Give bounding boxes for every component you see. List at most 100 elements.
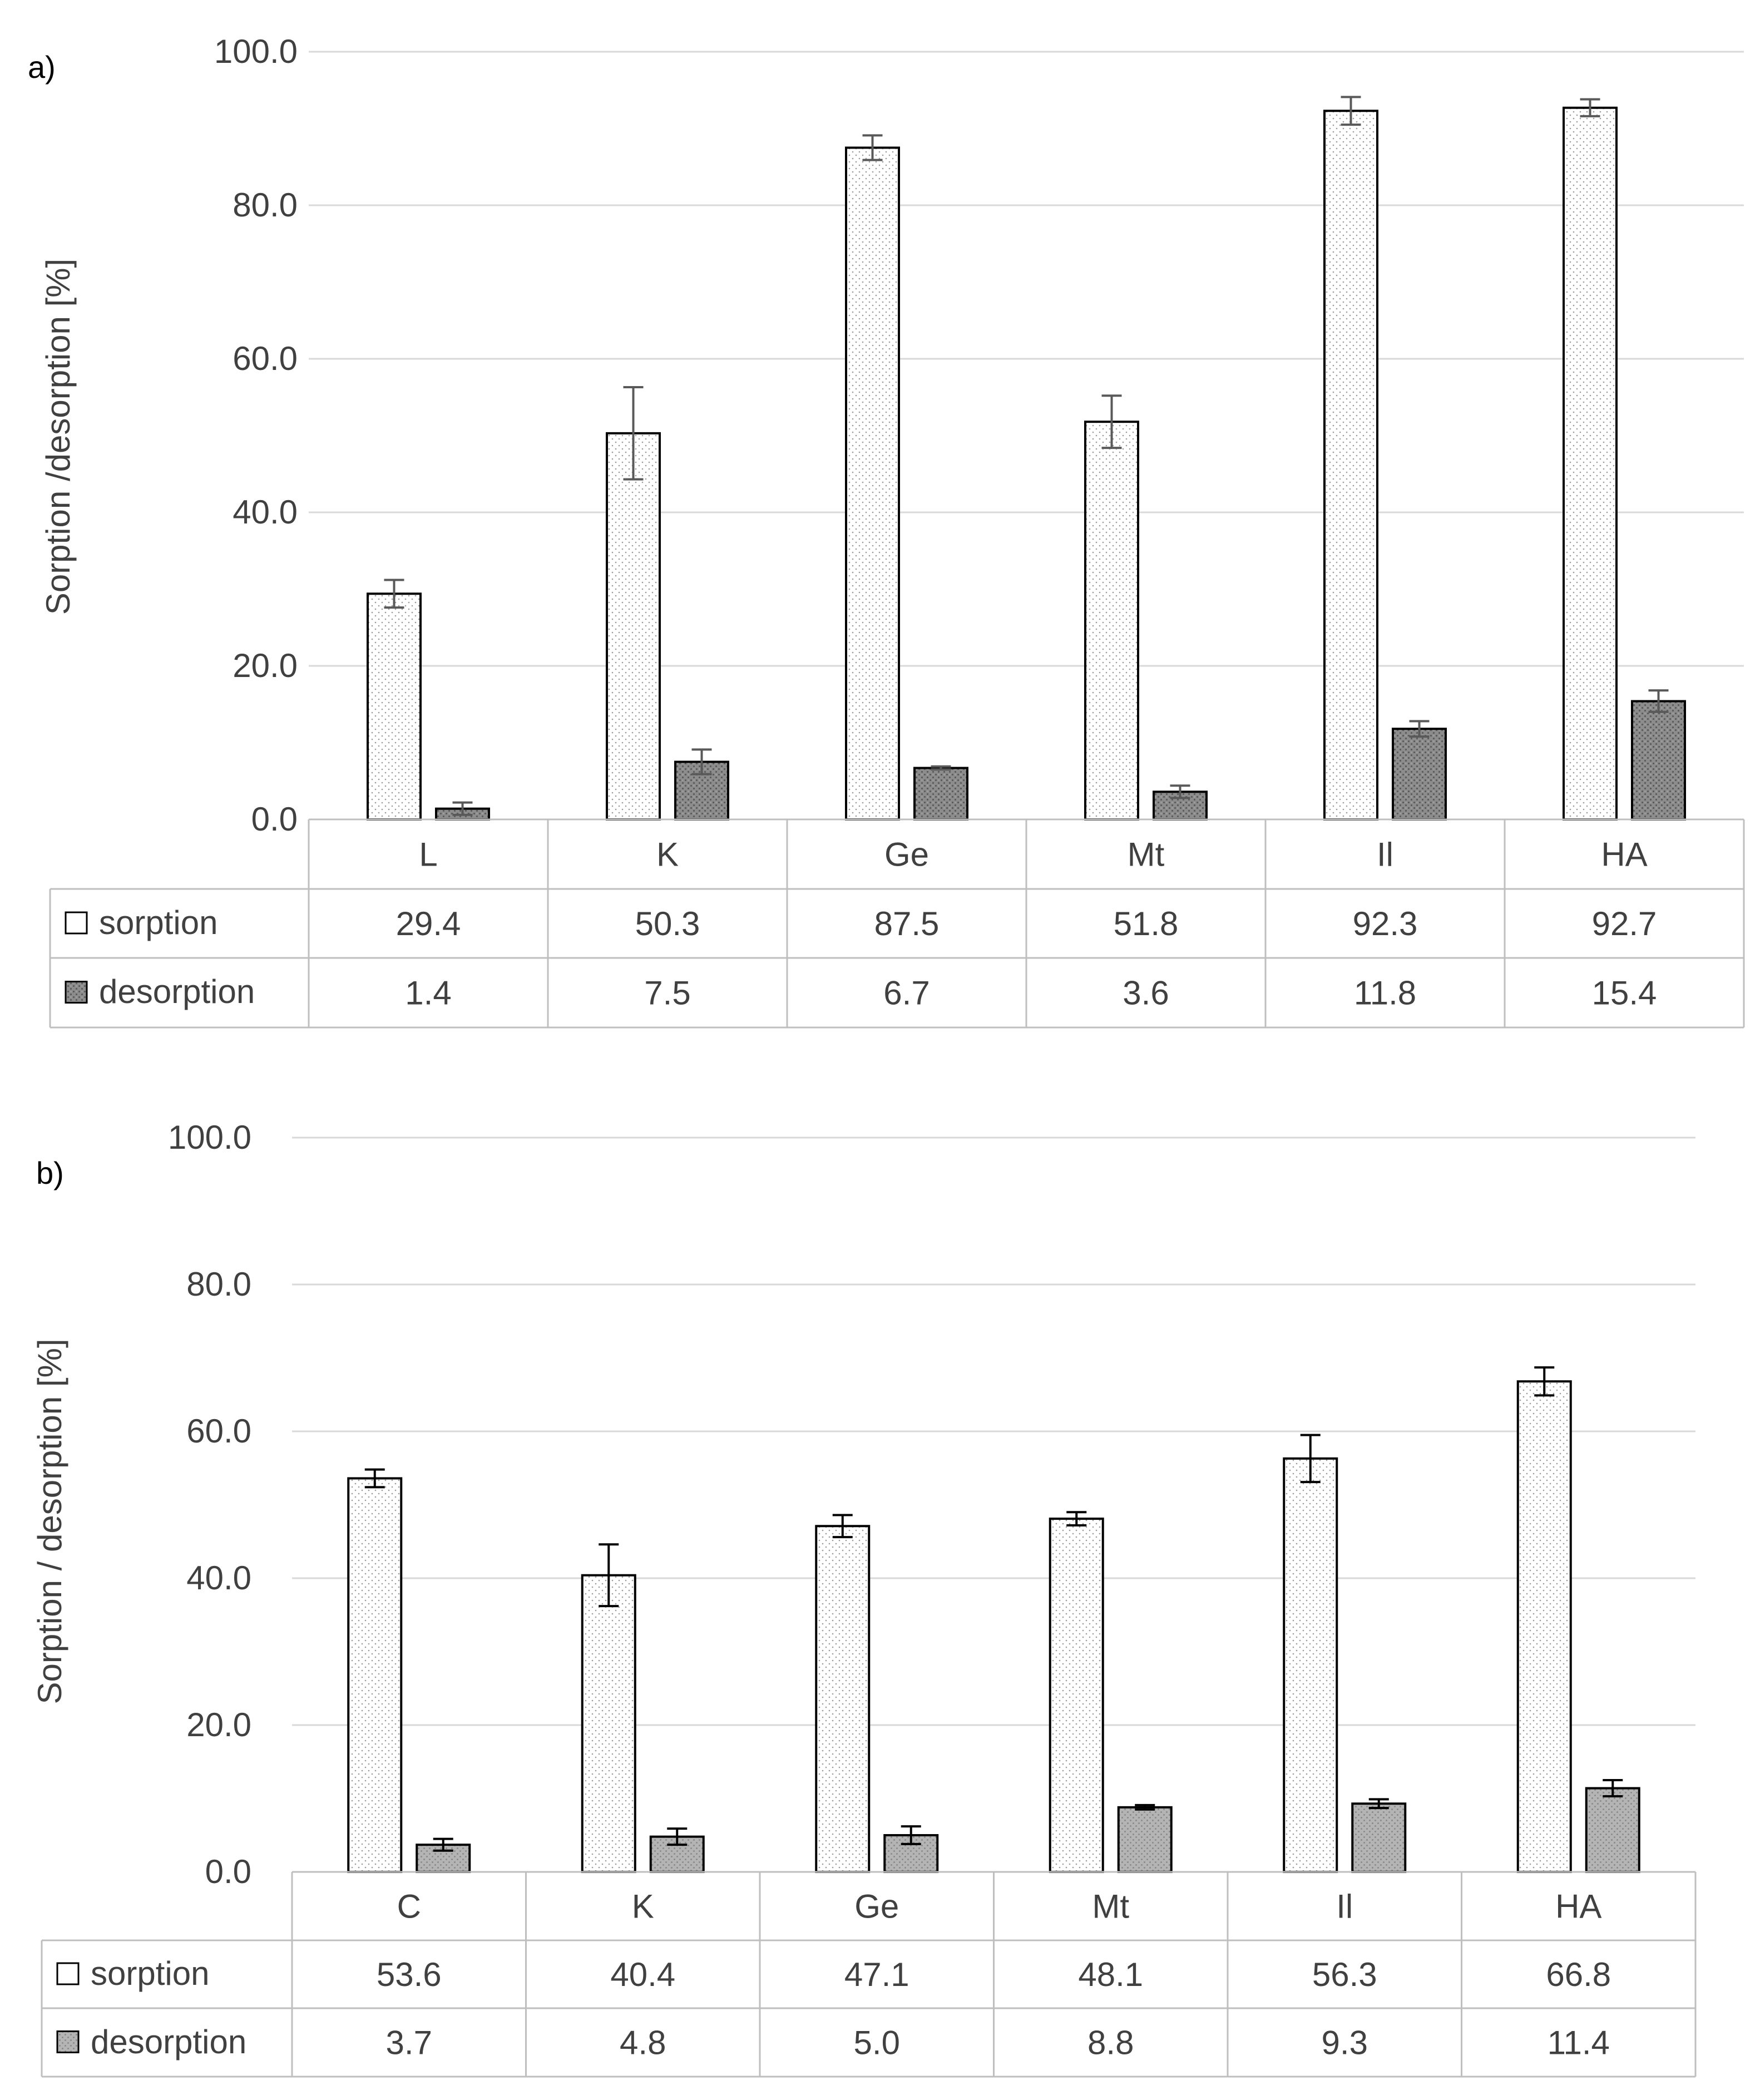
x-category-label: HA xyxy=(1555,1888,1601,1925)
x-category-label: Il xyxy=(1377,836,1393,873)
y-tick-label: 80.0 xyxy=(233,186,298,224)
bar-desorption-Il xyxy=(1392,728,1447,821)
bar-sorption-HA xyxy=(1516,1380,1572,1873)
panel-a-data-table: sorption desorption L 29.4 1.4 K 50.3 7.5 Ge 87… xyxy=(49,818,1745,1029)
bar-desorption-HA xyxy=(1631,700,1686,821)
table-cell-desorption: 3.7 xyxy=(386,2024,432,2062)
error-bar-sorption-K xyxy=(623,386,644,481)
error-bar-sorption-Mt xyxy=(1066,1511,1087,1526)
error-bar-desorption-Ge xyxy=(901,1825,921,1845)
y-tick-label: 0.0 xyxy=(205,1853,251,1890)
table-cell-desorption: 3.6 xyxy=(1123,975,1169,1012)
error-bar-desorption-HA xyxy=(1648,689,1669,713)
x-category-label: Ge xyxy=(884,836,929,873)
y-tick-label: 100.0 xyxy=(168,1119,251,1156)
y-tick-label: 20.0 xyxy=(186,1706,251,1743)
bar-desorption-Il xyxy=(1351,1802,1407,1873)
error-bar-sorption-Il xyxy=(1341,96,1361,126)
error-bar-sorption-L xyxy=(384,579,404,609)
y-tick-label: 60.0 xyxy=(186,1412,251,1450)
error-bar-sorption-Mt xyxy=(1101,394,1122,449)
y-tick-label: 20.0 xyxy=(233,647,298,684)
panel-a-gridlines xyxy=(309,51,1744,667)
panel-b-gridlines xyxy=(292,1137,1695,1726)
table-cell-desorption: 1.4 xyxy=(405,975,451,1012)
y-tick-label: 0.0 xyxy=(251,801,298,838)
table-cell-sorption: 66.8 xyxy=(1546,1956,1611,1993)
panel-a-label: a) xyxy=(28,50,56,85)
x-category-label: Il xyxy=(1336,1888,1353,1925)
table-cell-sorption: 50.3 xyxy=(635,905,700,942)
bar-sorption-K xyxy=(581,1574,636,1873)
legend-desorption-label: desorption xyxy=(99,973,255,1010)
y-tick-label: 40.0 xyxy=(233,493,298,531)
error-bar-desorption-Mt xyxy=(1135,1803,1155,1811)
table-cell-sorption: 92.7 xyxy=(1592,905,1657,942)
error-bar-desorption-K xyxy=(691,748,712,775)
error-bar-desorption-C xyxy=(433,1837,453,1852)
bar-sorption-L xyxy=(367,592,422,821)
table-cell-desorption: 11.4 xyxy=(1548,2024,1610,2062)
bar-sorption-C xyxy=(347,1477,403,1873)
error-bar-desorption-HA xyxy=(1603,1779,1623,1798)
legend-sorption-swatch xyxy=(56,1962,80,1985)
bar-desorption-Ge xyxy=(913,767,968,821)
panel-b-bars xyxy=(347,1366,1640,1874)
legend-desorption-swatch xyxy=(56,2030,80,2053)
table-cell-sorption: 48.1 xyxy=(1078,1956,1143,1993)
x-category-label: K xyxy=(656,836,679,873)
table-cell-desorption: 6.7 xyxy=(883,975,930,1012)
x-category-label: Mt xyxy=(1092,1888,1129,1925)
panel-b-data-table: sorption desorption C 53.6 3.7 K 40.4 4.8 Ge 47… xyxy=(41,1871,1697,2078)
table-cell-desorption: 5.0 xyxy=(854,2024,900,2062)
bar-sorption-HA xyxy=(1563,106,1618,821)
y-tick-label: 40.0 xyxy=(186,1559,251,1597)
table-cell-desorption: 9.3 xyxy=(1322,2024,1368,2062)
error-bar-sorption-C xyxy=(364,1468,385,1489)
x-category-label: C xyxy=(397,1888,421,1925)
bar-sorption-K xyxy=(606,432,661,821)
error-bar-desorption-Il xyxy=(1368,1798,1389,1810)
table-cell-sorption: 47.1 xyxy=(844,1956,909,1993)
bar-sorption-Mt xyxy=(1084,421,1139,821)
panel-b-y-axis-title: Sorption / desorption [%] xyxy=(31,1338,68,1704)
error-bar-desorption-Il xyxy=(1409,720,1430,738)
error-bar-sorption-HA xyxy=(1580,98,1600,117)
bar-sorption-Il xyxy=(1323,110,1378,821)
x-category-label: Ge xyxy=(854,1888,899,1925)
error-bar-sorption-Ge xyxy=(862,134,883,161)
error-bar-desorption-Mt xyxy=(1170,784,1190,799)
panel-b-y-axis: 0.0 20.0 40.0 60.0 80.0 100.0 xyxy=(168,1119,251,1890)
bar-sorption-Il xyxy=(1283,1457,1338,1874)
error-bar-desorption-K xyxy=(667,1827,688,1846)
legend-sorption-swatch xyxy=(65,911,88,935)
bar-sorption-Mt xyxy=(1049,1518,1104,1874)
error-bar-sorption-HA xyxy=(1534,1366,1555,1397)
table-cell-sorption: 29.4 xyxy=(396,905,461,942)
error-bar-sorption-Il xyxy=(1300,1434,1321,1484)
bar-sorption-Ge xyxy=(845,146,900,821)
legend-sorption-label: sorption xyxy=(99,904,217,941)
panel-b-label: b) xyxy=(36,1155,64,1190)
table-cell-desorption: 7.5 xyxy=(644,975,690,1012)
x-category-label: L xyxy=(419,836,437,873)
panel-b-chart: b) Sorption / desorption [%] 0.0 20.0 40.0… xyxy=(31,1119,1697,2078)
bar-desorption-HA xyxy=(1585,1787,1640,1874)
bar-sorption-Ge xyxy=(815,1525,871,1873)
panel-a-y-axis-title: Sorption /desorption [%] xyxy=(39,259,77,615)
x-category-label: HA xyxy=(1601,836,1647,873)
bar-desorption-Mt xyxy=(1117,1806,1173,1874)
table-cell-sorption: 53.6 xyxy=(377,1956,442,1993)
table-cell-sorption: 40.4 xyxy=(610,1956,675,1993)
table-cell-desorption: 11.8 xyxy=(1354,975,1416,1012)
error-bar-sorption-K xyxy=(599,1543,619,1608)
table-cell-sorption: 51.8 xyxy=(1114,905,1179,942)
table-cell-sorption: 87.5 xyxy=(874,905,940,942)
legend-sorption-label: sorption xyxy=(91,1955,209,1992)
error-bar-desorption-L xyxy=(452,801,473,816)
y-tick-label: 100.0 xyxy=(214,33,298,70)
y-tick-label: 60.0 xyxy=(233,340,298,377)
table-cell-desorption: 15.4 xyxy=(1592,975,1657,1012)
table-cell-sorption: 56.3 xyxy=(1312,1956,1377,1993)
error-bar-sorption-Ge xyxy=(832,1514,853,1539)
